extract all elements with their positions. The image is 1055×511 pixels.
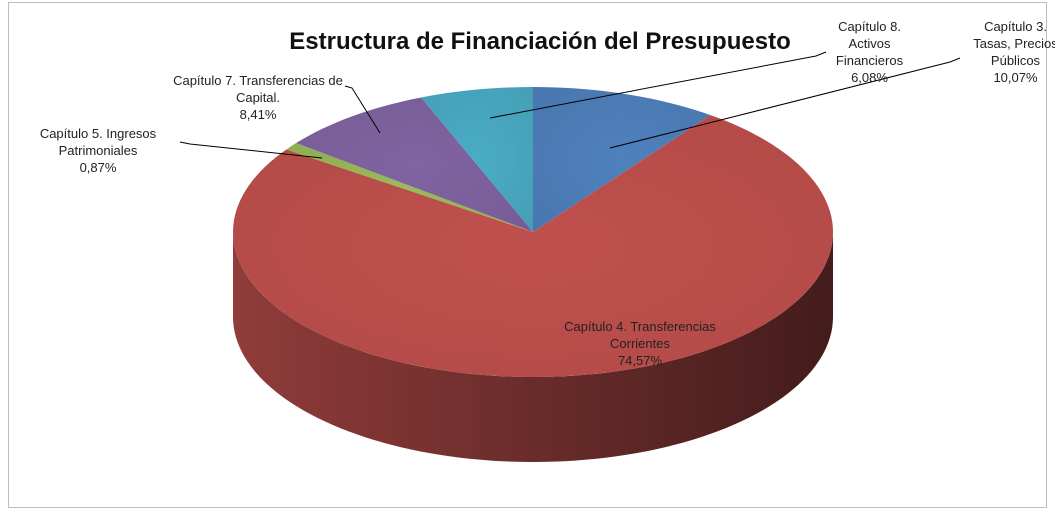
leader-line [489,51,827,119]
label-name: Capítulo 3. Tasas, Precios Públicos [973,19,1055,68]
pie [233,87,833,462]
label-value: 6,08% [851,70,888,85]
slice [233,115,833,377]
leader-line [344,85,381,134]
slice-side [233,232,833,462]
data-label: Capítulo 5. Ingresos Patrimoniales 0,87% [18,125,178,176]
slice [286,143,533,232]
chart-title: Estructura de Financiación del Presupues… [289,28,791,55]
slice [421,87,533,232]
slice [296,97,533,232]
label-value: 8,41% [239,107,277,122]
data-label: Capítulo 3. Tasas, Precios Públicos 10,07… [968,18,1055,86]
data-label: Capítulo 7. Transferencias de Capital. 8,… [158,72,358,123]
label-name: Capítulo 7. Transferencias de Capital. [173,73,343,105]
leader-line [609,57,961,149]
data-label: Capítulo 4. Transferencias Corrientes 74,… [540,318,740,369]
data-label: Capítulo 8. Activos Financieros 6,08% [822,18,917,86]
label-value: 10,07% [993,70,1038,85]
leader-line [179,141,323,159]
label-value: 74,57% [617,353,663,368]
label-name: Capítulo 4. Transferencias Corrientes [564,319,716,351]
slice [533,87,711,232]
label-name: Capítulo 8. Activos Financieros [835,19,904,68]
label-name: Capítulo 5. Ingresos Patrimoniales [39,126,157,158]
label-value: 0,87% [79,160,117,175]
leader-lines [179,51,961,159]
